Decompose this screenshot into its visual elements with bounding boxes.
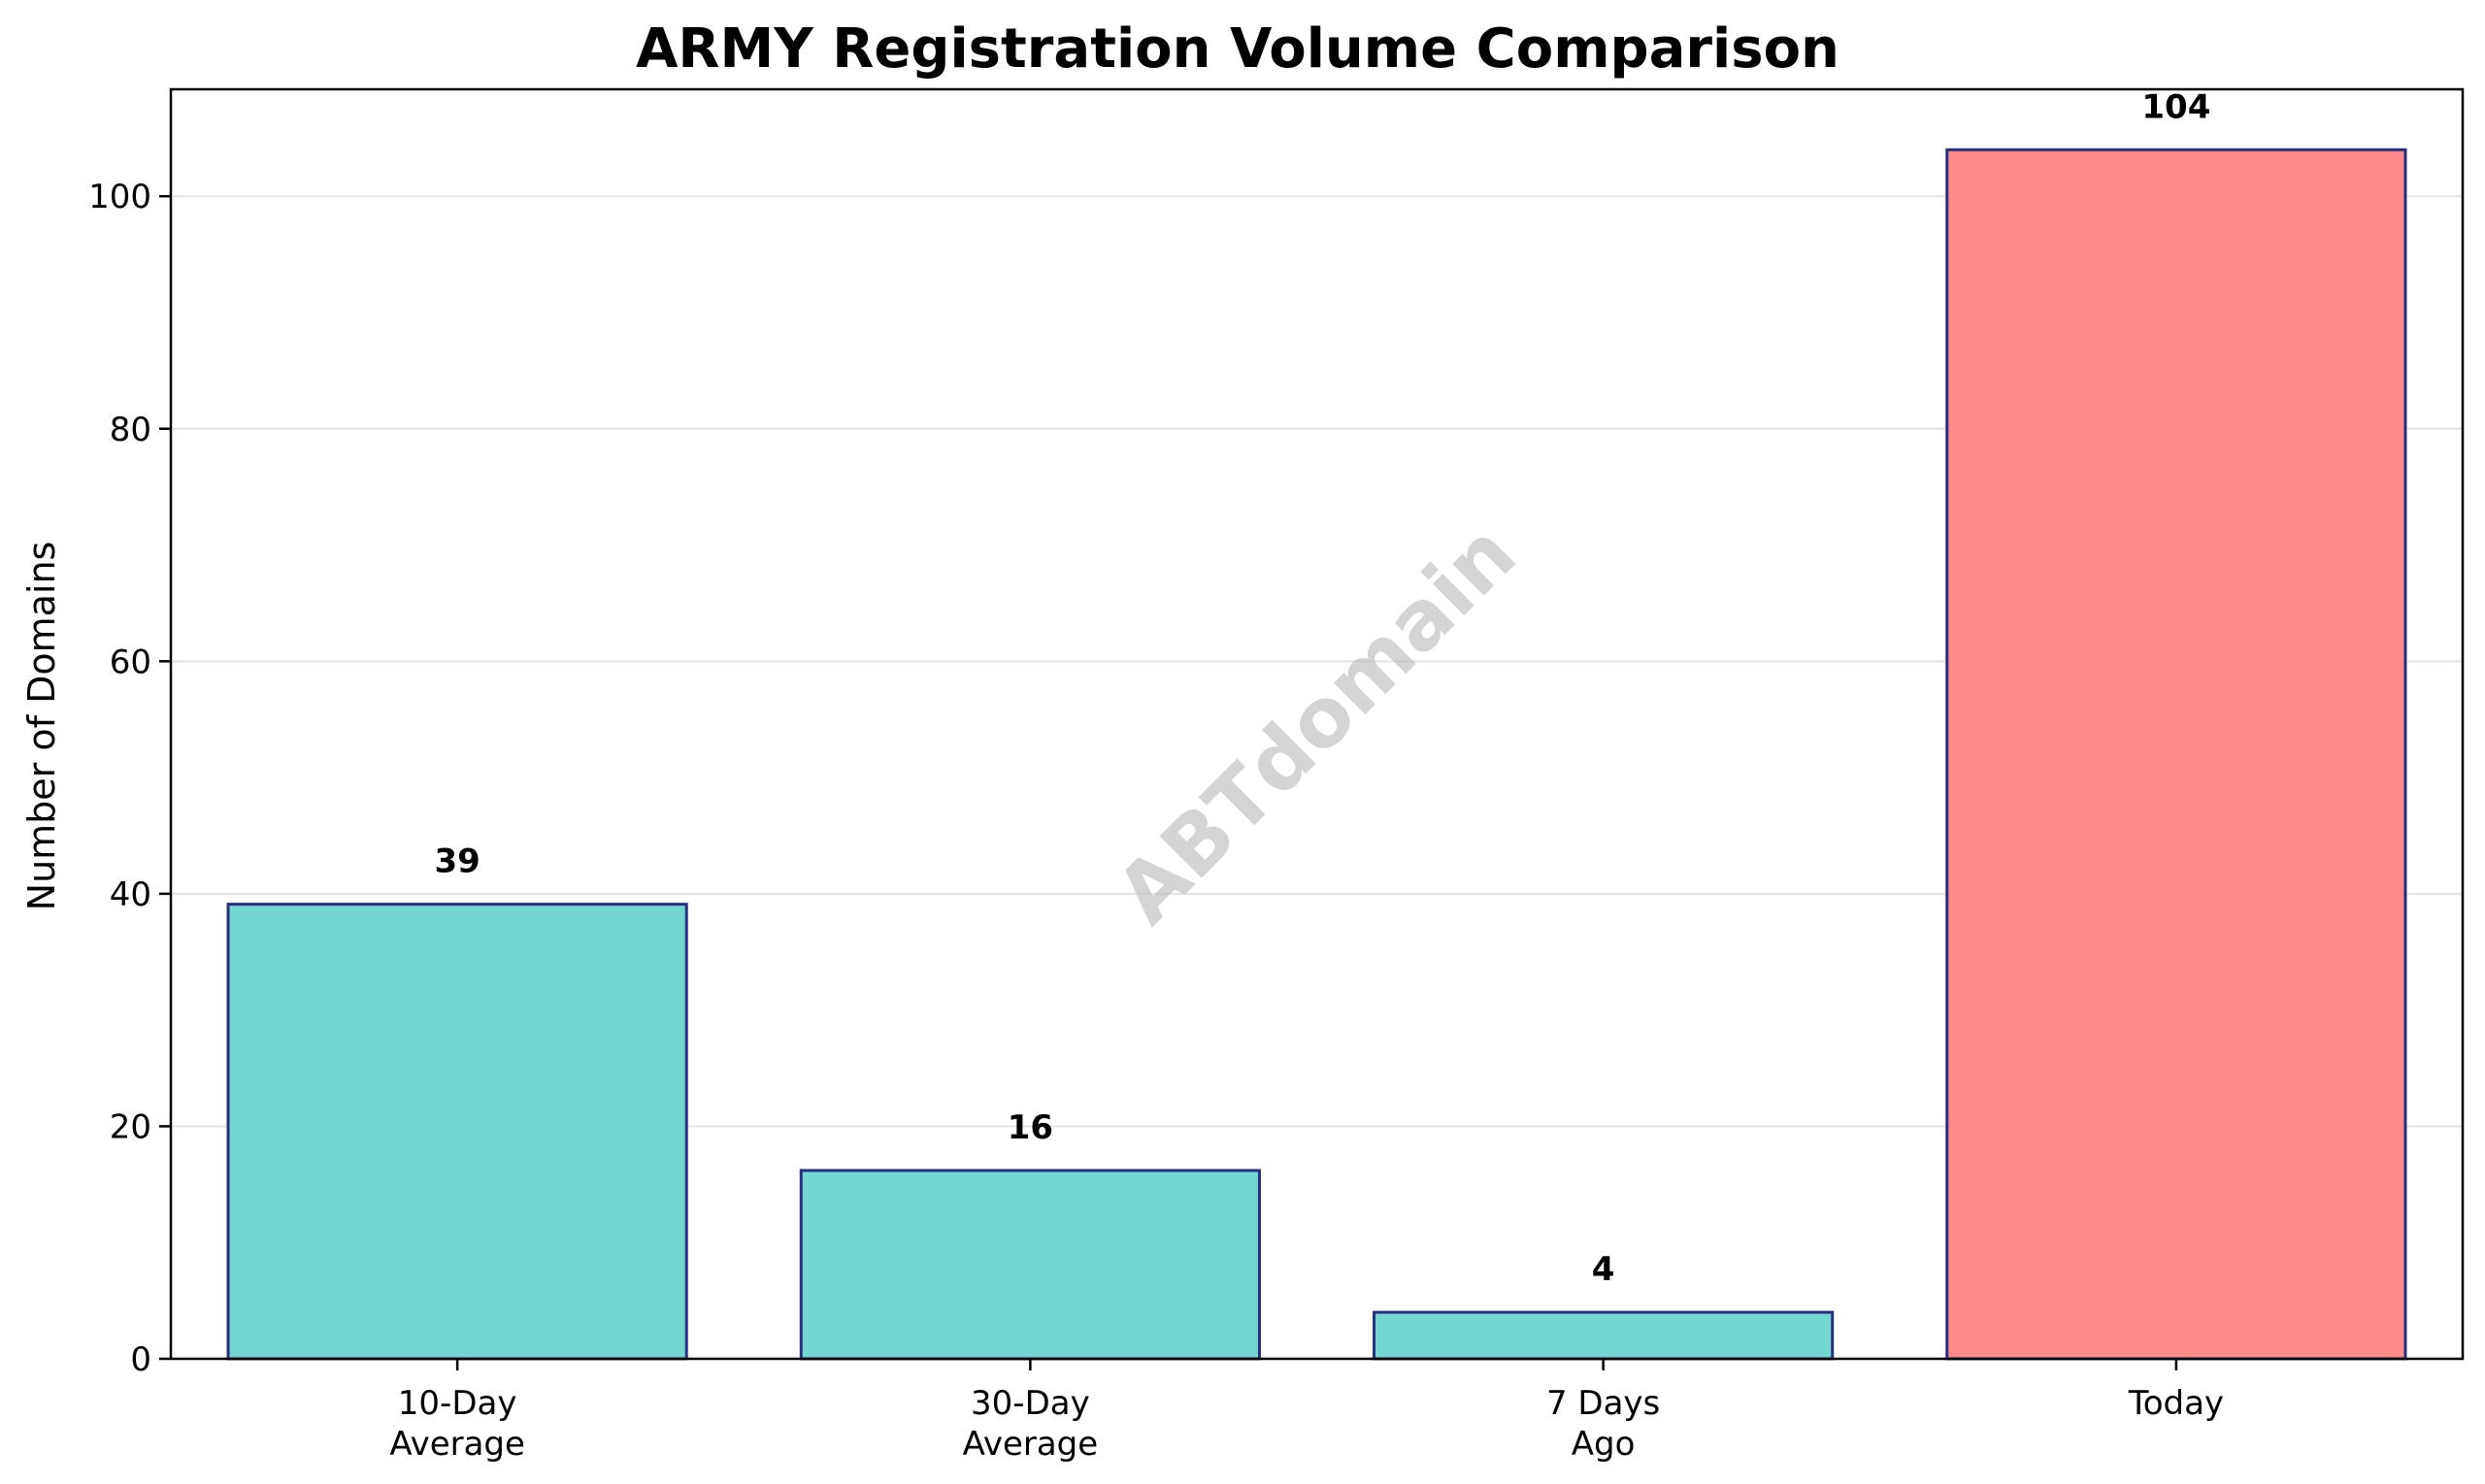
bars	[226, 148, 2407, 1361]
x-tick-label: 30-Day	[971, 1384, 1090, 1423]
x-tick-label: Today	[2128, 1384, 2224, 1423]
y-tick-label: 20	[110, 1107, 151, 1146]
x-tick-label: 7 Days	[1546, 1384, 1660, 1423]
bar	[1945, 148, 2407, 1361]
bar	[226, 903, 688, 1361]
bar-value-label: 4	[1592, 1250, 1615, 1289]
bar-value-label: 104	[2141, 87, 2210, 126]
y-tick-label: 60	[110, 643, 151, 681]
y-tick-label: 0	[130, 1340, 151, 1379]
watermark-text: ABTdomain	[1098, 506, 1534, 941]
y-tick-label: 40	[110, 875, 151, 914]
bar	[799, 1169, 1261, 1361]
bar-value-label: 16	[1008, 1108, 1053, 1147]
data-labels: 39 16 4 104	[434, 87, 2210, 1289]
y-tick-label: 80	[110, 411, 151, 449]
y-tick-label: 100	[88, 178, 151, 216]
y-axis-ticks: 0 20 40 60 80 100	[88, 178, 171, 1379]
x-tick-label: Average	[389, 1425, 525, 1464]
bar	[1373, 1310, 1835, 1361]
y-axis-label: Number of Domains	[20, 542, 63, 911]
x-tick-label: Ago	[1572, 1425, 1636, 1464]
plot-area-frame	[169, 87, 2465, 1361]
bar-value-label: 39	[434, 842, 480, 881]
x-tick-label: Average	[963, 1425, 1099, 1464]
x-tick-label: 10-Day	[398, 1384, 517, 1423]
chart-title: ARMY Registration Volume Comparison	[636, 17, 1839, 81]
